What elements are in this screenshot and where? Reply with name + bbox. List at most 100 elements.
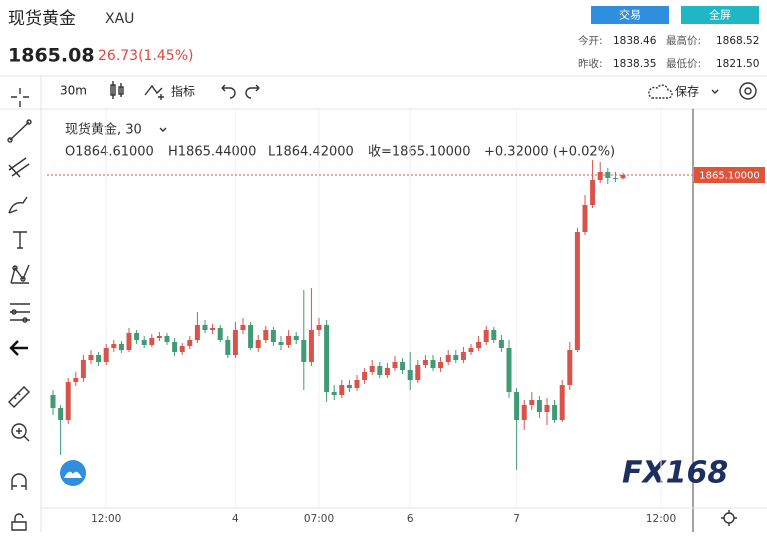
candle-body [141,340,147,345]
x-tick-label: 07:00 [304,513,334,525]
candle-body [126,333,132,350]
candle-body [369,366,375,372]
candle-body [240,325,246,330]
chart-button[interactable] [60,460,86,486]
interval[interactable]: 30m [60,84,87,98]
button-label[interactable]: 交易 [619,8,641,22]
change: 26.73(1.45%) [98,48,193,64]
price: 1865.08 [8,45,95,67]
candle-body [498,340,504,348]
candle-body [362,372,368,380]
stat-label: 最低价: [666,57,701,70]
candle-body [202,325,208,330]
candle-body [567,350,573,385]
candle-body [407,370,413,380]
candle-body [514,392,520,420]
candle-body [536,400,542,412]
cloud-icon[interactable] [648,84,673,99]
trade-button[interactable] [591,6,669,24]
legend-close: 收=1865.10000 [368,145,470,160]
candle-body [134,333,140,340]
stat-value: 1821.50 [716,58,759,70]
candle-body [445,355,451,362]
candle-body [377,366,383,375]
dropdown[interactable] [711,89,719,94]
candle-body [232,330,238,355]
candle-body [544,405,550,412]
candle-body [316,325,322,330]
candle-body [324,325,330,392]
candle-body [172,342,178,352]
candle-body [73,378,79,382]
candle-body [308,330,314,362]
undo[interactable] [221,84,236,99]
candle-body [476,342,482,348]
candle-body [612,178,618,179]
indicator-icon[interactable] [144,84,164,100]
legend-name: 现货黄金, 30 [65,122,142,138]
candle-body [453,355,459,360]
candle-body [559,385,565,420]
candle-body [187,340,193,346]
candle-body [111,344,117,348]
candle-body [339,385,345,395]
candle-body [118,344,124,350]
candle-body [301,340,307,362]
candle-body [521,405,527,420]
save[interactable]: 保存 [675,85,699,99]
candle-body [103,348,109,362]
candle-body [50,395,56,408]
candle-body [179,346,185,352]
candle-body [354,380,360,388]
candle-body [392,362,398,368]
candle-body [96,355,102,362]
legend-dropdown[interactable] [159,127,167,132]
indicators[interactable]: 指标 [171,84,195,99]
symbol: XAU [105,11,134,27]
crosshair[interactable] [11,88,29,107]
button-label[interactable]: 全屏 [709,8,731,22]
legend-open: O1864.61000 [65,145,154,160]
candle-body [156,336,162,338]
x-tick-label: 6 [407,513,414,525]
price-label: 1865.10000 [699,171,759,182]
candle-body [149,338,155,345]
tool-icons[interactable] [7,119,32,531]
candle-body [248,325,254,348]
candle-body [620,175,626,179]
candle-body [422,360,428,365]
candle-body [255,340,261,348]
legend-low: L1864.42000 [268,145,354,160]
x-tick-label: 7 [513,513,520,525]
candle-body [491,330,497,340]
fullscreen-button[interactable] [681,6,759,24]
candle-body [270,330,276,342]
candle-body [278,342,284,345]
redo[interactable] [245,84,260,99]
candle-body [460,352,466,360]
settings[interactable] [739,82,757,100]
candle-body [217,328,223,340]
goto-icon[interactable] [721,510,737,526]
candle-body [293,336,299,340]
candle-body [430,360,436,368]
candle-body [415,365,421,380]
candle-icon[interactable] [110,81,124,99]
candle-body [331,392,337,395]
candle-body [529,400,535,405]
candle-body [438,362,444,368]
legend-high: H1865.44000 [168,145,256,160]
candle-body [88,355,94,360]
candle-body [346,385,352,388]
price-label-box [694,167,765,183]
candle-body [400,362,406,370]
chart-button-icon[interactable] [64,471,82,478]
stat-value: 1838.35 [613,58,656,70]
candle-body [58,408,64,420]
candle-body [574,232,580,350]
x-tick-label: 12:00 [646,513,676,525]
candle-body [80,360,86,378]
x-tick-label: 12:00 [91,513,121,525]
title: 现货黄金 [8,9,76,29]
